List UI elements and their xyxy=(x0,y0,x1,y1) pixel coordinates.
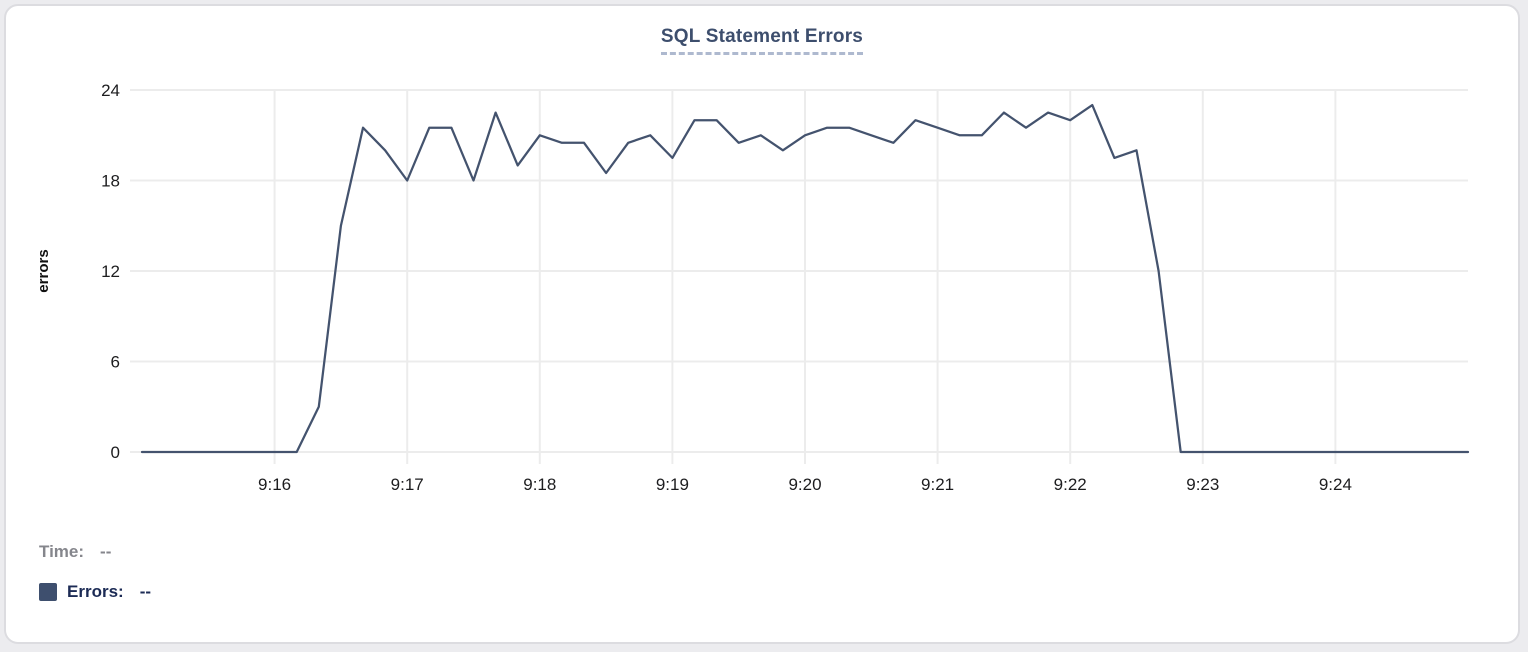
y-tick-label: 12 xyxy=(101,262,120,281)
chart-card: SQL Statement Errors 0 6 12 18 24 9:16 9:17 9:1… xyxy=(4,4,1520,644)
y-tick-label: 6 xyxy=(111,353,120,372)
errors-value: -- xyxy=(139,582,152,601)
chart-title[interactable]: SQL Statement Errors xyxy=(660,26,864,55)
x-tick-label: 9:20 xyxy=(788,475,821,494)
y-tick-label: 18 xyxy=(101,172,120,191)
chart-header: SQL Statement Errors xyxy=(6,26,1518,64)
errors-series-line xyxy=(140,103,1470,454)
chart-area: 0 6 12 18 24 9:16 9:17 9:18 9:19 9:20 9:21 9:22 9:23… xyxy=(6,66,1518,510)
y-tick-label: 0 xyxy=(111,443,120,462)
errors-line-chart[interactable]: 0 6 12 18 24 9:16 9:17 9:18 9:19 9:20 9:21 9:22 9:23… xyxy=(6,66,1518,510)
errors-series-swatch xyxy=(39,583,57,601)
time-label: Time: xyxy=(39,542,85,561)
x-tick-label: 9:18 xyxy=(523,475,556,494)
x-tick-label: 9:22 xyxy=(1054,475,1087,494)
time-value: -- xyxy=(100,542,112,561)
y-axis-title: errors xyxy=(35,249,52,292)
x-tick-label: 9:21 xyxy=(921,475,954,494)
x-tick-label: 9:16 xyxy=(258,475,291,494)
errors-readout-row: Errors: -- xyxy=(39,582,1518,602)
time-readout-row: Time: -- xyxy=(39,542,1518,562)
x-tick-label: 9:23 xyxy=(1186,475,1219,494)
hover-readout: Time: -- Errors: -- xyxy=(39,542,1518,602)
y-tick-label: 24 xyxy=(101,81,120,100)
x-tick-label: 9:19 xyxy=(656,475,689,494)
x-tick-label: 9:17 xyxy=(391,475,424,494)
errors-label: Errors: xyxy=(67,582,124,601)
x-tick-label: 9:24 xyxy=(1319,475,1352,494)
